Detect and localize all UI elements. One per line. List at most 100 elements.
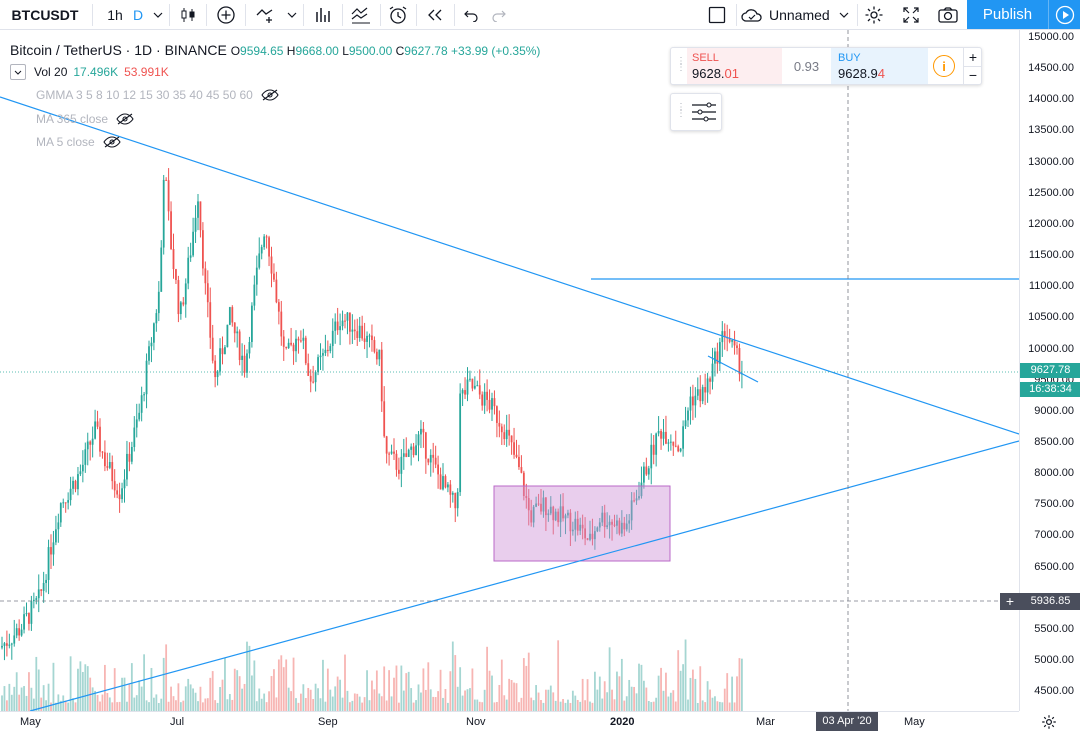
candle-body xyxy=(398,469,400,474)
interval-dropdown-button[interactable] xyxy=(149,0,167,29)
fullscreen-layout-button[interactable] xyxy=(702,0,732,29)
candle-body xyxy=(170,211,172,250)
candle-body xyxy=(307,363,310,376)
candle-body xyxy=(393,451,395,454)
candle-body xyxy=(669,441,672,443)
candle-body xyxy=(420,428,422,435)
chart-legend: Bitcoin / TetherUS · 1D · BINANCE O9594.… xyxy=(10,42,540,58)
candle-body xyxy=(665,431,667,444)
buy-button[interactable]: BUY 9628.94 xyxy=(831,48,928,84)
volume-bar xyxy=(591,702,594,711)
strategy-button[interactable] xyxy=(346,0,376,29)
candle-body xyxy=(623,522,626,530)
volume-bar xyxy=(361,702,364,711)
symbol-search-button[interactable]: BTCUSDT xyxy=(0,0,90,29)
financials-button[interactable] xyxy=(308,0,338,29)
symbol-title[interactable]: Bitcoin / TetherUS · 1D · BINANCE xyxy=(10,42,227,58)
drawings-panel-button[interactable]: ⋮ ⋮ xyxy=(670,93,722,131)
trading-panel: ⋮ ⋮ SELL 9628.01 0.93 BUY 9628.94 i + − xyxy=(670,47,982,85)
candle-body xyxy=(598,522,601,528)
drag-handle[interactable]: ⋮ ⋮ xyxy=(676,102,686,119)
snapshot-button[interactable] xyxy=(932,0,964,29)
candle-body xyxy=(454,492,457,509)
descending-trendline[interactable] xyxy=(0,96,1020,435)
candle-body xyxy=(608,521,611,526)
volume-bar xyxy=(295,698,297,711)
candle-body xyxy=(633,500,635,502)
candle-body xyxy=(657,430,660,434)
compare-add-button[interactable] xyxy=(211,0,241,29)
candle-body xyxy=(461,390,464,394)
volume-bar xyxy=(478,701,481,711)
volume-bar xyxy=(562,699,564,711)
volume-bar xyxy=(405,673,408,711)
info-icon[interactable]: i xyxy=(933,55,955,77)
settings-button[interactable] xyxy=(860,0,888,29)
candle-body xyxy=(331,330,334,347)
rectangle-drawing[interactable] xyxy=(493,485,671,562)
time-axis-settings-button[interactable] xyxy=(1041,714,1057,735)
candle-body xyxy=(226,324,229,348)
candle-body xyxy=(417,434,420,446)
candle-body xyxy=(498,422,501,427)
candle-body xyxy=(228,307,231,325)
volume-bar xyxy=(711,697,714,711)
volume-bar xyxy=(679,670,682,711)
ma5-indicator-legend[interactable]: MA 5 close xyxy=(36,135,121,149)
ohlc-values: O9594.65 H9668.00 L9500.00 C9627.78 +33.… xyxy=(231,44,541,58)
volume-bar xyxy=(718,701,721,711)
volume-bar xyxy=(736,676,738,711)
redo-button[interactable] xyxy=(486,0,512,29)
qty-plus-button[interactable]: + xyxy=(968,49,978,65)
candle-body xyxy=(616,520,618,526)
volume-bar xyxy=(598,676,601,711)
interval-d-label: D xyxy=(132,6,144,23)
alert-button[interactable] xyxy=(384,0,412,29)
interval-d-button[interactable]: D xyxy=(129,0,147,29)
volume-bar xyxy=(309,689,312,711)
time-axis[interactable]: May Jul Sep Nov 2020 Mar May 03 Apr '20 xyxy=(0,711,1056,731)
time-tick: 2020 xyxy=(610,716,635,728)
gmma-indicator-legend[interactable]: GMMA 3 5 8 10 12 15 30 35 40 45 50 60 xyxy=(36,88,279,102)
volume-bar xyxy=(89,677,92,711)
layout-menu-button[interactable]: Unnamed xyxy=(740,0,856,29)
chart-type-button[interactable] xyxy=(174,0,202,29)
ma365-indicator-legend[interactable]: MA 365 close xyxy=(36,112,134,126)
undo-button[interactable] xyxy=(458,0,484,29)
price-axis[interactable]: 15000.00 14500.00 14000.00 13500.00 13000.00… xyxy=(1000,30,1080,711)
candle-body xyxy=(1,645,3,648)
indicators-button[interactable] xyxy=(250,0,282,29)
interval-1h-button[interactable]: 1h xyxy=(101,0,129,29)
drag-handle[interactable]: ⋮ ⋮ xyxy=(676,56,686,73)
ascending-trendline[interactable] xyxy=(29,440,1020,712)
time-tick: May xyxy=(20,716,41,728)
price-tick: 5500.00 xyxy=(1034,622,1074,635)
candle-body xyxy=(481,394,484,406)
replay-button[interactable] xyxy=(420,0,450,29)
candle-body xyxy=(368,335,371,337)
volume-bar xyxy=(498,684,501,711)
volume-bar xyxy=(503,695,506,711)
qty-minus-button[interactable]: − xyxy=(964,66,982,85)
sell-button[interactable]: SELL 9628.01 xyxy=(687,48,782,84)
add-alert-plus-button[interactable]: + xyxy=(1000,593,1020,610)
indicators-dropdown-button[interactable] xyxy=(284,0,300,29)
play-button[interactable] xyxy=(1048,0,1080,29)
volume-bar xyxy=(471,668,474,711)
collapse-toggle[interactable] xyxy=(10,64,26,80)
volume-bar xyxy=(126,701,128,711)
short-trendline[interactable] xyxy=(707,355,759,383)
volume-bar xyxy=(579,701,582,711)
fullscreen-button[interactable] xyxy=(896,0,926,29)
volume-indicator-legend[interactable]: Vol 20 17.496K 53.991K xyxy=(10,64,169,80)
price-tick: 7000.00 xyxy=(1034,529,1074,542)
candle-body xyxy=(478,385,481,395)
candle-body xyxy=(363,338,366,342)
volume-bar xyxy=(28,672,30,711)
volume-bar xyxy=(696,702,699,711)
candle-body xyxy=(427,458,430,463)
publish-button[interactable]: Publish xyxy=(967,0,1048,29)
volume-bar xyxy=(518,702,520,711)
candle-body xyxy=(248,342,251,354)
volume-bar xyxy=(716,701,719,711)
